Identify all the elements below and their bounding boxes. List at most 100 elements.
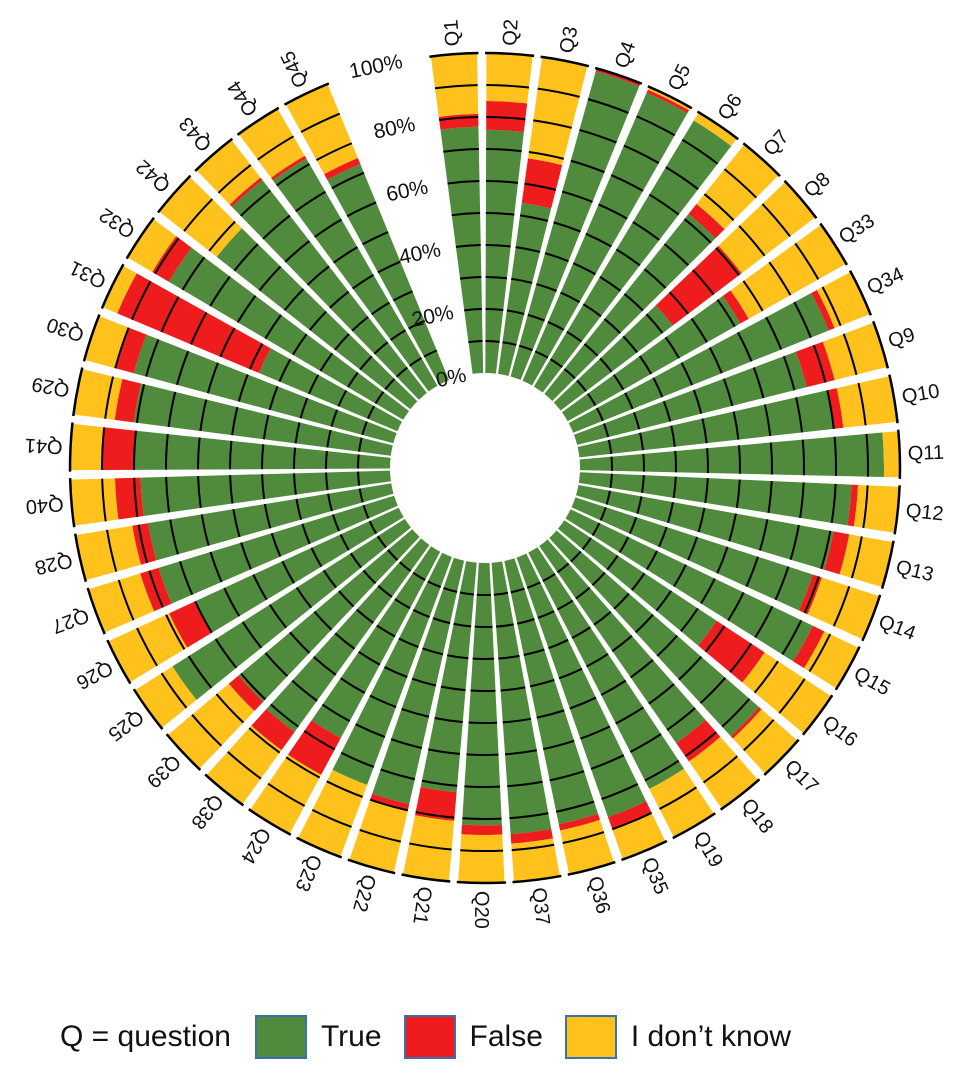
grid-tick-q2-30 (485, 276, 508, 280)
bar-q32 (125, 216, 410, 420)
label-q33: Q33 (835, 210, 879, 249)
grid-tick-q39-30 (338, 590, 355, 608)
grid-tick-q45-30 (392, 290, 413, 302)
grid-tick-q20-90 (460, 849, 504, 852)
bar-q27 (86, 495, 398, 635)
grid-tick-q22-90 (359, 828, 402, 843)
grid-tick-q23-70 (340, 751, 375, 768)
bar-q4 (510, 66, 643, 380)
grid-tick-q7-50 (643, 268, 667, 289)
grid-tick-q45-10 (423, 349, 438, 358)
grid-tick-q31-90 (131, 280, 152, 320)
grid-tick-q37-60 (504, 749, 537, 756)
label-q5: Q5 (664, 61, 696, 95)
grid-tick-q3-90 (537, 87, 580, 98)
segment-q8-false (655, 245, 742, 326)
grid-tick-q13-40 (697, 507, 706, 533)
grid-tick-q44-10 (409, 357, 423, 367)
grid-tick-q40-60 (197, 475, 202, 509)
bar-q42 (156, 174, 418, 410)
grid-tick-q20-70 (464, 785, 501, 788)
bar-q39 (165, 529, 420, 771)
grid-tick-q32-70 (209, 275, 231, 307)
segment-q36-false (558, 813, 601, 831)
bar-outer-edge-q19 (672, 812, 716, 840)
bar-outer-edge-q15 (834, 646, 861, 691)
segment-q41-false (102, 427, 136, 471)
segment-q2-true (485, 129, 524, 374)
grid-tick-q11-20 (642, 453, 645, 472)
label-q21: Q21 (408, 885, 435, 926)
grid-tick-q21-20 (453, 622, 472, 628)
grid-tick-q38-80 (248, 727, 281, 754)
grid-tick-q8-70 (715, 247, 740, 276)
grid-tick-q33-90 (794, 242, 820, 280)
segment-q1-i-don-t-know (430, 53, 479, 117)
segment-q22-false (370, 793, 410, 811)
bar-q7 (544, 142, 781, 401)
bar-q38 (204, 538, 430, 807)
legend-swatch-true (254, 1015, 307, 1059)
grid-tick-q6-90 (681, 138, 719, 165)
segment-q42-true (216, 228, 418, 410)
grid-tick-q41-20 (324, 450, 328, 469)
bar-q34 (568, 270, 873, 433)
grid-tick-q15-80 (781, 619, 803, 656)
grid-tick-q44-50 (333, 246, 359, 264)
bar-outer-edge-q28 (73, 533, 88, 583)
grid-tick-q40-70 (165, 476, 171, 513)
grid-tick-q30-70 (176, 350, 190, 386)
segment-q12-i-don-t-know (853, 484, 900, 533)
grid-tick-q1-30 (459, 276, 482, 280)
grid-tick-q37-90 (511, 843, 555, 852)
label-q8: Q8 (800, 168, 835, 202)
grid-tick-q43-20 (373, 341, 389, 355)
grid-tick-q37-50 (502, 717, 532, 724)
grid-tick-q30-60 (206, 362, 219, 394)
grid-tick-q4-90 (587, 98, 629, 114)
grid-tick-q3-10 (502, 341, 517, 346)
grid-tick-q18-30 (593, 610, 612, 626)
bar-outer-edge-q32 (125, 216, 155, 260)
bar-q12 (578, 472, 901, 535)
label-q31: Q31 (66, 256, 110, 292)
grid-tick-q16-60 (704, 625, 726, 653)
segment-q30-i-don-t-know (84, 315, 129, 369)
grid-tick-q34-90 (821, 286, 842, 327)
grid-tick-q11-60 (769, 442, 773, 475)
segment-q30-true (133, 334, 397, 444)
bar-outer-edge-q12 (893, 485, 901, 535)
grid-tick-q43-70 (262, 214, 291, 240)
grid-tick-q40-40 (261, 474, 266, 500)
grid-tick-q13-30 (666, 501, 674, 524)
grid-tick-q39-80 (215, 693, 245, 724)
grid-tick-q8-50 (668, 291, 689, 315)
grid-tick-q38-90 (227, 750, 262, 780)
grid-tick-q33-50 (690, 317, 708, 343)
grid-tick-q32-80 (181, 256, 206, 291)
segment-q9-i-don-t-know (822, 322, 888, 381)
grid-tick-q2-70 (486, 148, 522, 153)
grid-tick-q23-10 (427, 580, 442, 588)
segment-q33-i-don-t-know (730, 224, 847, 319)
grid-tick-q43-80 (240, 189, 271, 217)
grid-tick-q26-90 (136, 627, 158, 667)
bar-q3 (498, 55, 590, 376)
grid-tick-q40-80 (133, 477, 139, 517)
grid-tick-q41-30 (292, 447, 297, 470)
grid-tick-q41-10 (356, 454, 360, 469)
bar-q43 (194, 137, 427, 400)
label-q38: Q38 (186, 790, 227, 833)
grid-tick-q42-50 (283, 288, 305, 311)
y-tick-80: 80% (372, 113, 418, 144)
grid-tick-q33-70 (742, 280, 764, 312)
grid-tick-q21-40 (440, 685, 466, 692)
bar-q5 (522, 85, 693, 386)
bar-outer-edge-q35 (621, 839, 668, 862)
grid-tick-q34-30 (652, 377, 664, 398)
grid-tick-q9-80 (812, 344, 827, 383)
grid-tick-q4-60 (561, 190, 593, 203)
grid-tick-q22-50 (401, 708, 430, 718)
grid-tick-q5-30 (560, 291, 581, 303)
grid-tick-q37-70 (507, 780, 543, 788)
